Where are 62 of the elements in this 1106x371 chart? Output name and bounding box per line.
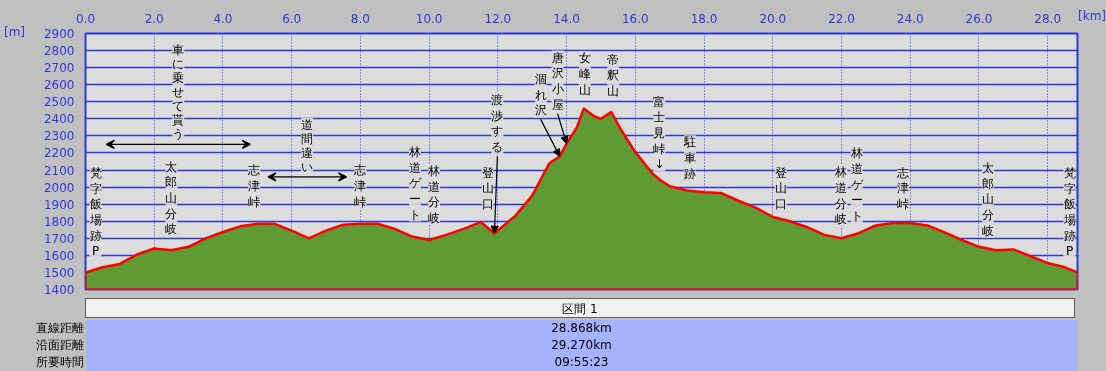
annotation: 林道分岐 bbox=[427, 163, 441, 226]
y-tick-label: 1400 bbox=[43, 283, 75, 297]
x-tick-label: 28.0 bbox=[1034, 11, 1062, 26]
y-tick-label: 1700 bbox=[43, 231, 75, 246]
x-tick-label: 4.0 bbox=[213, 11, 233, 26]
annotation: 志津峠 bbox=[248, 163, 261, 209]
annotation: 帝釈山 bbox=[607, 52, 620, 99]
y-tick-label: 2300 bbox=[43, 129, 75, 144]
x-tick-label: 16.0 bbox=[621, 11, 649, 26]
text: 28.868km bbox=[86, 320, 1077, 337]
annotation: 女峰山 bbox=[578, 51, 591, 97]
x-tick-label: 22.0 bbox=[828, 11, 855, 26]
y-tick-label: 2400 bbox=[43, 112, 75, 127]
x-tick-label: 26.0 bbox=[965, 11, 993, 26]
text: 09:55:23 bbox=[86, 354, 1077, 371]
y-axis-title: [m] bbox=[4, 24, 26, 41]
annotation: 登山口 bbox=[481, 165, 494, 212]
annotation: 林道ゲート bbox=[849, 146, 864, 224]
x-tick-label: 10.0 bbox=[415, 11, 443, 26]
y-tick-label: 2100 bbox=[43, 163, 75, 178]
y-tick-label: 1900 bbox=[43, 197, 75, 212]
x-tick-label: 18.0 bbox=[690, 11, 718, 26]
text: 所要時間 bbox=[35, 354, 84, 371]
y-tick-label: 2000 bbox=[43, 180, 75, 195]
text: 直線距離 bbox=[35, 320, 84, 337]
y-tick-label: 2500 bbox=[43, 95, 75, 110]
annotation: 車に乗せて貰う bbox=[172, 43, 185, 142]
y-tick-label: 1800 bbox=[43, 214, 75, 229]
annotation: 富士見峠↓ bbox=[653, 94, 666, 172]
y-tick-label: 1600 bbox=[43, 248, 75, 263]
x-tick-label: 24.0 bbox=[896, 11, 924, 26]
x-tick-label: 20.0 bbox=[759, 11, 787, 26]
y-tick-label: 1500 bbox=[43, 265, 75, 280]
annotation: 駐車跡 bbox=[682, 135, 696, 181]
y-tick-label: 2600 bbox=[43, 78, 75, 93]
x-tick-label: 2.0 bbox=[144, 11, 164, 26]
annotation: 梵字飯場跡P bbox=[88, 166, 102, 259]
y-tick-label: 2200 bbox=[43, 146, 75, 161]
x-tick-label: 12.0 bbox=[484, 11, 512, 26]
x-tick-label: 14.0 bbox=[553, 11, 580, 26]
x-tick-label: 8.0 bbox=[350, 11, 370, 26]
text: 沿面距離 bbox=[35, 337, 84, 354]
annotation: 志津峠 bbox=[897, 165, 910, 211]
annotation: 梵字飯場跡P bbox=[1062, 166, 1076, 259]
annotation: 太郎山分岐 bbox=[981, 161, 994, 238]
x-axis-title: [km] bbox=[1078, 8, 1106, 25]
annotation: 渡渉する bbox=[491, 93, 504, 155]
annotation: 林道分岐 bbox=[834, 165, 848, 227]
y-tick-label: 2800 bbox=[43, 44, 75, 59]
annotation: 登山口 bbox=[774, 165, 787, 211]
annotation: 唐沢小屋 bbox=[551, 50, 564, 112]
y-tick-label: 2700 bbox=[43, 61, 75, 76]
y-tick-label: 2900 bbox=[43, 27, 75, 41]
text: 区間 1 bbox=[85, 298, 1075, 318]
x-tick-label: 6.0 bbox=[282, 11, 302, 26]
annotation: 太郎山分岐 bbox=[165, 159, 178, 237]
annotation: 道間違い bbox=[301, 117, 314, 174]
x-tick-label: 0.0 bbox=[75, 11, 96, 26]
annotation: 涸れ沢 bbox=[534, 72, 547, 118]
annotation: 志津峠 bbox=[354, 163, 367, 209]
text: 29.270km bbox=[86, 337, 1077, 354]
annotation: 林道ゲート bbox=[407, 144, 422, 222]
